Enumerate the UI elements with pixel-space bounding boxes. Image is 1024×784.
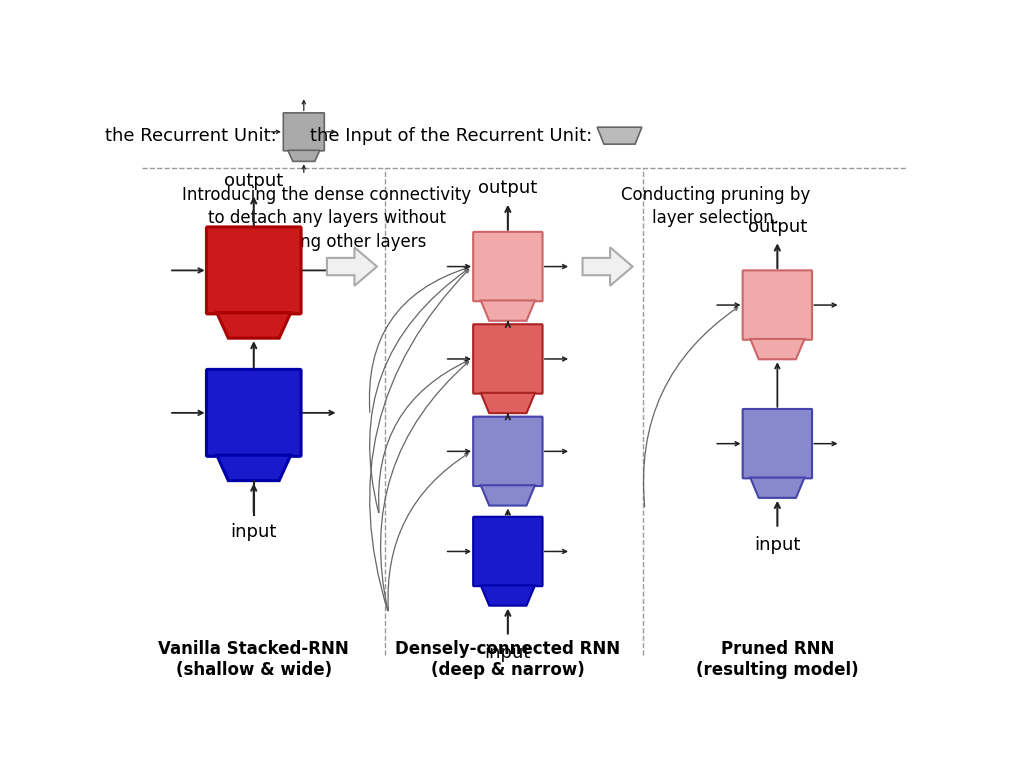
Text: Conducting pruning by
layer selection.: Conducting pruning by layer selection. <box>622 186 810 227</box>
Text: output: output <box>748 218 807 236</box>
Polygon shape <box>217 456 291 481</box>
Polygon shape <box>288 151 319 162</box>
Text: Introducing the dense connectivity
to detach any layers without
eliminating othe: Introducing the dense connectivity to de… <box>182 186 471 251</box>
FancyBboxPatch shape <box>207 369 301 456</box>
Polygon shape <box>480 300 535 321</box>
Polygon shape <box>480 393 535 413</box>
Polygon shape <box>597 127 642 144</box>
FancyBboxPatch shape <box>284 113 325 151</box>
FancyBboxPatch shape <box>742 270 812 339</box>
FancyBboxPatch shape <box>473 416 543 486</box>
Text: the Input of the Recurrent Unit:: the Input of the Recurrent Unit: <box>310 127 593 145</box>
Polygon shape <box>751 339 805 359</box>
Polygon shape <box>327 247 377 286</box>
Polygon shape <box>751 477 805 498</box>
FancyBboxPatch shape <box>742 409 812 478</box>
FancyBboxPatch shape <box>473 325 543 394</box>
FancyBboxPatch shape <box>207 227 301 314</box>
Polygon shape <box>217 313 291 338</box>
Text: input: input <box>754 536 801 554</box>
Text: output: output <box>224 172 284 190</box>
Polygon shape <box>480 586 535 606</box>
Text: Vanilla Stacked-RNN
(shallow & wide): Vanilla Stacked-RNN (shallow & wide) <box>159 640 349 679</box>
Text: input: input <box>484 644 531 662</box>
Text: Pruned RNN
(resulting model): Pruned RNN (resulting model) <box>696 640 859 679</box>
Text: Densely-connected RNN
(deep & narrow): Densely-connected RNN (deep & narrow) <box>395 640 621 679</box>
Text: input: input <box>230 523 276 541</box>
FancyBboxPatch shape <box>473 232 543 301</box>
Text: the Recurrent Unit:: the Recurrent Unit: <box>105 127 276 145</box>
Polygon shape <box>583 247 633 286</box>
Text: output: output <box>478 180 538 198</box>
Polygon shape <box>480 485 535 506</box>
FancyBboxPatch shape <box>473 517 543 586</box>
